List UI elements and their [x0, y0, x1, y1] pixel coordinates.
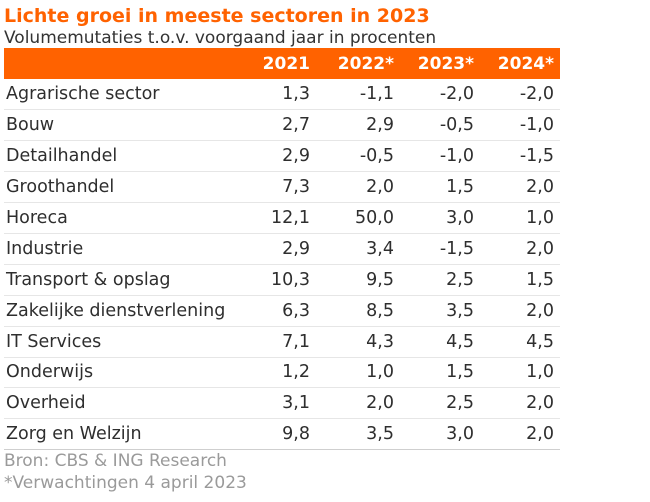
data-table: 2021 2022* 2023* 2024* Agrarische sector… — [4, 48, 560, 450]
cell-2022: 9,5 — [366, 269, 394, 290]
row-label: Detailhandel — [6, 146, 118, 167]
source-note: Bron: CBS & ING Research — [4, 451, 227, 472]
cell-2024: 4,5 — [526, 331, 554, 352]
row-label: Industrie — [6, 238, 84, 259]
row-label: Overheid — [6, 393, 86, 414]
cell-2023: -1,5 — [439, 238, 474, 259]
table-row: Transport & opslag 10,3 9,5 2,5 1,5 — [4, 264, 560, 296]
cell-2021: 2,9 — [282, 238, 310, 259]
header-cell-2024: 2024* — [497, 53, 554, 74]
cell-2023: 2,5 — [446, 269, 474, 290]
cell-2021: 12,1 — [271, 208, 310, 228]
cell-2021: 3,1 — [282, 393, 310, 414]
cell-2022: -1,1 — [359, 84, 394, 105]
cell-2022: 1,0 — [366, 362, 394, 383]
row-label: IT Services — [6, 331, 102, 352]
row-label: Horeca — [6, 208, 68, 228]
table-row: IT Services 7,1 4,3 4,5 4,5 — [4, 326, 560, 358]
table-row: Agrarische sector 1,3 -1,1 -2,0 -2,0 — [4, 79, 560, 110]
row-label: Zakelijke dienstverlening — [6, 300, 226, 321]
cell-2022: 50,0 — [355, 208, 394, 228]
cell-2022: 3,4 — [366, 238, 394, 259]
cell-2024: -1,5 — [519, 146, 554, 167]
row-label: Zorg en Welzijn — [6, 424, 142, 445]
cell-2024: 2,0 — [526, 300, 554, 321]
table-body: Agrarische sector 1,3 -1,1 -2,0 -2,0 Bouw 2,7 2… — [4, 79, 560, 450]
table-row: Detailhandel 2,9 -0,5 -1,0 -1,5 — [4, 141, 560, 172]
cell-2024: -2,0 — [519, 84, 554, 105]
cell-2023: 1,5 — [446, 177, 474, 198]
table-row: Groothandel 7,3 2,0 1,5 2,0 — [4, 172, 560, 203]
cell-2024: 1,0 — [526, 208, 554, 228]
cell-2021: 9,8 — [282, 424, 310, 445]
cell-2021: 1,2 — [282, 362, 310, 383]
cell-2023: 4,5 — [446, 331, 474, 352]
cell-2021: 10,3 — [271, 269, 310, 290]
header-row: 2021 2022* 2023* 2024* — [4, 48, 560, 79]
cell-2022: 2,0 — [366, 393, 394, 414]
header-cell-2022: 2022* — [337, 53, 394, 74]
cell-2022: -0,5 — [359, 146, 394, 167]
table-row: Overheid 3,1 2,0 2,5 2,0 — [4, 388, 560, 419]
cell-2022: 4,3 — [366, 331, 394, 352]
cell-2022: 3,5 — [366, 424, 394, 445]
table-row: Horeca 12,1 50,0 3,0 1,0 — [4, 203, 560, 234]
cell-2023: -1,0 — [439, 146, 474, 167]
cell-2023: 3,5 — [446, 300, 474, 321]
forecast-note: *Verwachtingen 4 april 2023 — [4, 473, 247, 494]
cell-2021: 7,3 — [282, 177, 310, 198]
cell-2023: 2,5 — [446, 393, 474, 414]
row-label: Transport & opslag — [6, 269, 171, 290]
cell-2024: -1,0 — [519, 115, 554, 136]
table-row: Zakelijke dienstverlening 6,3 8,5 3,5 2,0 — [4, 295, 560, 327]
cell-2024: 1,0 — [526, 362, 554, 383]
cell-2023: 3,0 — [446, 424, 474, 445]
cell-2024: 2,0 — [526, 393, 554, 414]
chart-title: Lichte groei in meeste sectoren in 2023 — [4, 5, 430, 27]
table-row: Zorg en Welzijn 9,8 3,5 3,0 2,0 — [4, 419, 560, 450]
table-row: Bouw 2,7 2,9 -0,5 -1,0 — [4, 110, 560, 141]
table-row: Onderwijs 1,2 1,0 1,5 1,0 — [4, 357, 560, 388]
row-label: Onderwijs — [6, 362, 94, 383]
row-label: Groothandel — [6, 177, 115, 198]
header-cell-2023: 2023* — [417, 53, 474, 74]
cell-2024: 2,0 — [526, 177, 554, 198]
cell-2022: 2,0 — [366, 177, 394, 198]
row-label: Agrarische sector — [6, 84, 160, 105]
cell-2022: 8,5 — [366, 300, 394, 321]
cell-2021: 7,1 — [282, 331, 310, 352]
cell-2023: -0,5 — [439, 115, 474, 136]
cell-2021: 1,3 — [282, 84, 310, 105]
header-cell-2021: 2021 — [262, 53, 310, 74]
cell-2021: 6,3 — [282, 300, 310, 321]
cell-2021: 2,7 — [282, 115, 310, 136]
table-row: Industrie 2,9 3,4 -1,5 2,0 — [4, 233, 560, 265]
table-header: 2021 2022* 2023* 2024* — [4, 48, 560, 79]
cell-2024: 2,0 — [526, 238, 554, 259]
chart-container: Lichte groei in meeste sectoren in 2023 … — [4, 4, 560, 494]
cell-2023: 3,0 — [446, 208, 474, 228]
cell-2024: 2,0 — [526, 424, 554, 445]
header-cell-label — [4, 48, 236, 79]
cell-2022: 2,9 — [366, 115, 394, 136]
cell-2021: 2,9 — [282, 146, 310, 167]
chart-subtitle: Volumemutaties t.o.v. voorgaand jaar in … — [4, 28, 437, 48]
cell-2023: -2,0 — [439, 84, 474, 105]
row-label: Bouw — [6, 115, 55, 136]
cell-2024: 1,5 — [526, 269, 554, 290]
cell-2023: 1,5 — [446, 362, 474, 383]
